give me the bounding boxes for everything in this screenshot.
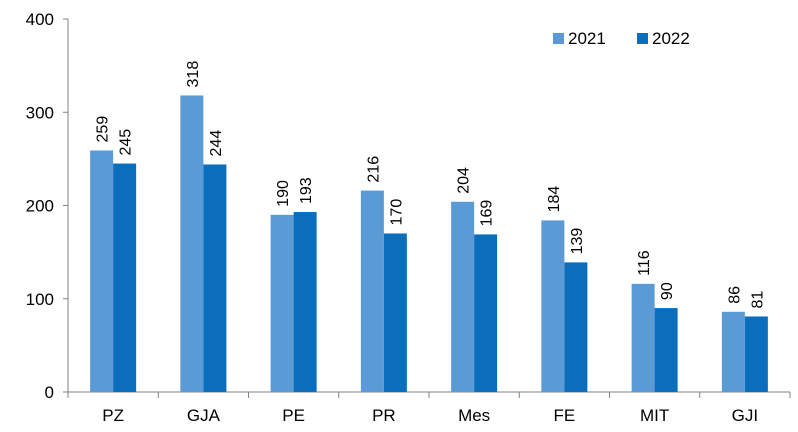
bar-2022-PE bbox=[293, 212, 317, 392]
bar-2022-MIT bbox=[654, 308, 678, 392]
bar-2022-GJA bbox=[203, 164, 227, 392]
bar-2021-GJI bbox=[721, 311, 745, 392]
x-category-label: PE bbox=[282, 406, 305, 425]
data-label: 169 bbox=[479, 200, 496, 227]
x-category-label: GJA bbox=[187, 406, 221, 425]
bar-2021-FE bbox=[541, 220, 565, 392]
x-axis: PZ GJA PE PR Mes FE MIT GJI bbox=[67, 391, 791, 425]
data-label: 139 bbox=[569, 228, 586, 255]
data-label: 259 bbox=[95, 116, 112, 143]
data-label: 216 bbox=[365, 156, 382, 183]
bar-2021-Mes bbox=[451, 201, 475, 392]
bar-2022-Mes bbox=[474, 234, 498, 392]
data-label: 204 bbox=[456, 167, 473, 194]
bars bbox=[90, 95, 768, 392]
legend-swatch-2021 bbox=[553, 33, 564, 44]
x-category-label: GJI bbox=[732, 406, 758, 425]
data-label: 170 bbox=[388, 199, 405, 226]
data-label: 318 bbox=[185, 61, 202, 88]
y-tick-label: 100 bbox=[26, 290, 54, 309]
y-axis: 0 100 200 300 400 bbox=[26, 10, 69, 402]
legend: 2021 2022 bbox=[553, 29, 690, 48]
y-tick-label: 200 bbox=[26, 197, 54, 216]
x-category-label: PZ bbox=[102, 406, 124, 425]
data-label: 245 bbox=[118, 129, 135, 156]
data-label: 116 bbox=[636, 250, 653, 276]
data-label: 86 bbox=[726, 286, 743, 304]
bar-2021-PR bbox=[360, 190, 384, 392]
y-tick-label: 0 bbox=[45, 383, 54, 402]
legend-label: 2021 bbox=[568, 29, 606, 48]
data-label: 190 bbox=[275, 180, 292, 207]
bar-2021-MIT bbox=[631, 283, 655, 392]
bar-2022-FE bbox=[564, 262, 588, 392]
legend-label: 2022 bbox=[652, 29, 690, 48]
y-tick-label: 400 bbox=[26, 10, 54, 29]
data-label: 193 bbox=[298, 177, 315, 204]
x-category-label: MIT bbox=[640, 406, 669, 425]
data-label: 90 bbox=[659, 282, 676, 300]
y-tick-label: 300 bbox=[26, 103, 54, 122]
x-category-label: FE bbox=[554, 406, 576, 425]
bar-2021-PZ bbox=[90, 150, 114, 392]
x-category-label: PR bbox=[372, 406, 396, 425]
bar-2022-PZ bbox=[113, 163, 137, 392]
data-label: 244 bbox=[208, 130, 225, 157]
bar-2022-PR bbox=[383, 233, 407, 392]
data-label: 81 bbox=[749, 291, 766, 309]
data-labels: 259 245 318 244 190 193 216 170 204 169 184 139 116 9… bbox=[95, 61, 767, 309]
legend-swatch-2022 bbox=[637, 33, 648, 44]
bar-2021-GJA bbox=[180, 95, 204, 392]
bar-2022-GJI bbox=[744, 316, 768, 392]
x-category-label: Mes bbox=[458, 406, 490, 425]
bar-2021-PE bbox=[270, 214, 294, 392]
data-label: 184 bbox=[546, 186, 563, 213]
